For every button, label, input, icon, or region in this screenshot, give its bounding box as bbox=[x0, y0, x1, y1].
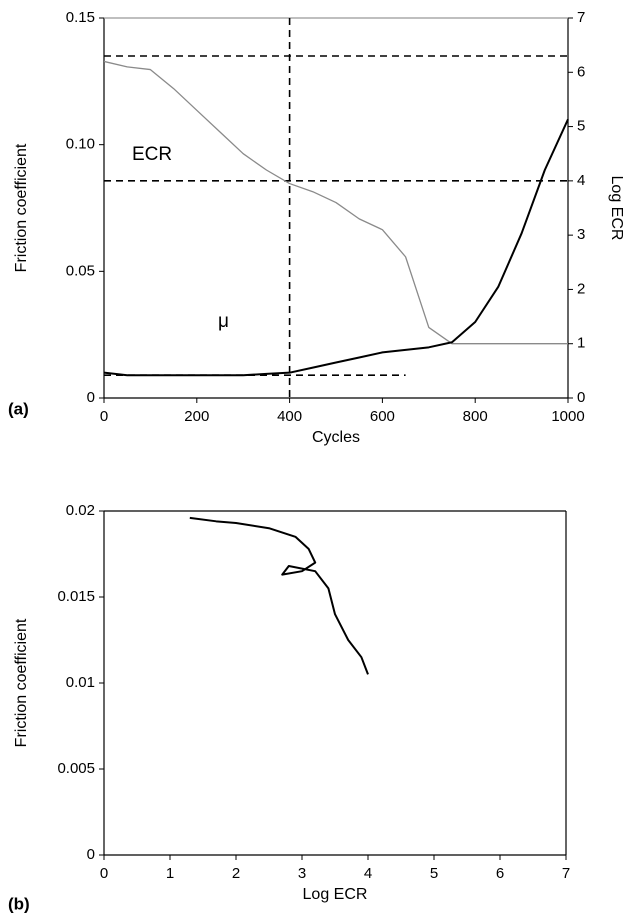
y-tick-label: 0.02 bbox=[66, 502, 95, 519]
x-tick-label: 1000 bbox=[551, 408, 584, 425]
y2-tick-label: 3 bbox=[577, 226, 585, 243]
y-axis-title: Friction coefficient bbox=[13, 143, 30, 272]
x-axis-title: Log ECR bbox=[303, 886, 368, 903]
x-tick-label: 5 bbox=[430, 865, 438, 882]
y-tick-label: 0 bbox=[87, 846, 95, 863]
y-tick-label: 0.005 bbox=[57, 760, 95, 777]
series-line bbox=[103, 118, 569, 377]
x-tick-label: 800 bbox=[463, 408, 488, 425]
y2-tick-label: 7 bbox=[577, 9, 585, 26]
x-tick-label: 4 bbox=[364, 865, 372, 882]
x-tick-label: 7 bbox=[562, 865, 570, 882]
x-tick-label: 2 bbox=[232, 865, 240, 882]
y-tick-label: 0.10 bbox=[66, 136, 95, 153]
panel-label: (a) bbox=[8, 399, 29, 418]
y-axis-title: Friction coefficient bbox=[13, 618, 30, 747]
x-axis-title: Cycles bbox=[312, 429, 360, 446]
x-tick-label: 600 bbox=[370, 408, 395, 425]
x-tick-label: 400 bbox=[277, 408, 302, 425]
series-label: μ bbox=[218, 311, 229, 332]
y2-tick-label: 6 bbox=[577, 63, 585, 80]
series-line bbox=[103, 60, 568, 345]
y-tick-label: 0.15 bbox=[66, 9, 95, 26]
x-tick-label: 0 bbox=[100, 865, 108, 882]
panel-label: (b) bbox=[8, 894, 30, 913]
y-tick-label: 0.05 bbox=[66, 262, 95, 279]
series-line bbox=[189, 516, 369, 675]
y2-tick-label: 1 bbox=[577, 335, 585, 352]
y2-axis-title: Log ECR bbox=[608, 176, 625, 241]
y2-tick-label: 0 bbox=[577, 389, 585, 406]
x-tick-label: 3 bbox=[298, 865, 306, 882]
y-tick-label: 0.015 bbox=[57, 588, 95, 605]
x-tick-label: 1 bbox=[166, 865, 174, 882]
x-tick-label: 0 bbox=[100, 408, 108, 425]
y2-tick-label: 4 bbox=[577, 172, 585, 189]
x-tick-label: 6 bbox=[496, 865, 504, 882]
y2-tick-label: 5 bbox=[577, 118, 585, 135]
y2-tick-label: 2 bbox=[577, 280, 585, 297]
x-tick-label: 200 bbox=[184, 408, 209, 425]
series-label: ECR bbox=[132, 144, 172, 165]
y-tick-label: 0 bbox=[87, 389, 95, 406]
y-tick-label: 0.01 bbox=[66, 674, 95, 691]
